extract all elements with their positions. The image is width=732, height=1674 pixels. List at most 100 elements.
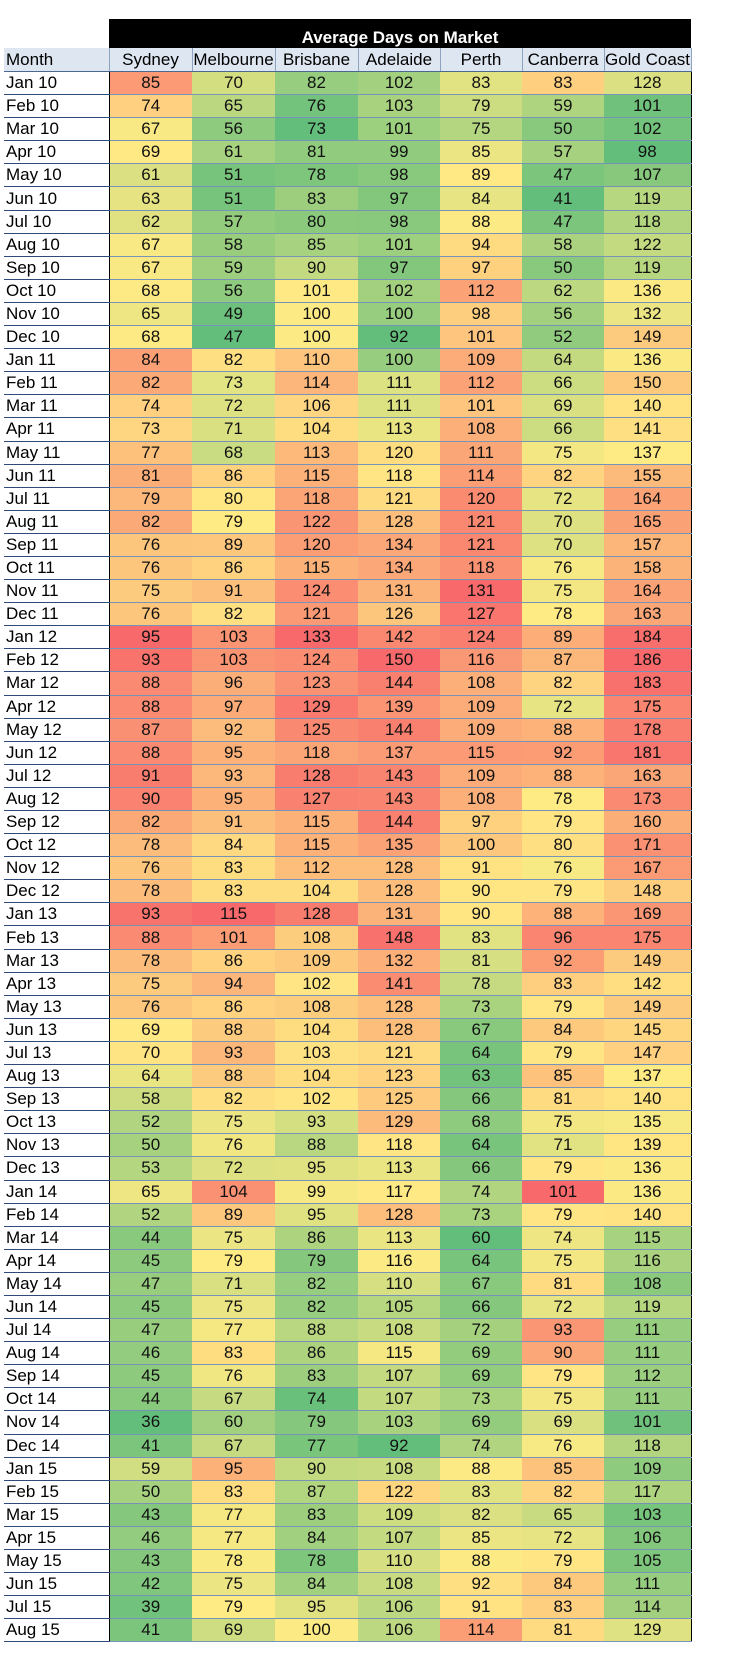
heatmap-cell: 57 — [522, 140, 604, 165]
heatmap-cell: 93 — [109, 902, 192, 927]
heatmap-cell: 66 — [522, 371, 604, 396]
table-row: Aug 11 82 79 122 128 121 70 165 — [4, 510, 692, 534]
heatmap-cell: 108 — [358, 1318, 440, 1343]
month-label: Apr 11 — [4, 417, 110, 442]
heatmap-cell: 121 — [275, 602, 358, 627]
heatmap-cell: 69 — [109, 1018, 192, 1042]
heatmap-cell: 163 — [604, 602, 692, 627]
month-label: Sep 14 — [4, 1364, 110, 1389]
heatmap-cell: 85 — [522, 1457, 604, 1481]
heatmap-cell: 47 — [522, 210, 604, 234]
table-row: Jul 11 79 80 118 121 120 72 164 — [4, 487, 692, 511]
table-row: Apr 10 69 61 81 99 85 57 98 — [4, 140, 692, 165]
heatmap-cell: 90 — [109, 787, 192, 812]
heatmap-cell: 64 — [440, 1133, 522, 1158]
table-row: Jan 11 84 82 110 100 109 64 136 — [4, 348, 692, 373]
month-label: Dec 14 — [4, 1434, 110, 1458]
heatmap-cell: 95 — [275, 1595, 358, 1620]
heatmap-cell: 112 — [275, 856, 358, 881]
heatmap-cell: 108 — [358, 1572, 440, 1597]
heatmap-cell: 149 — [604, 995, 692, 1019]
table-row: Feb 10 74 65 76 103 79 59 101 — [4, 94, 692, 119]
heatmap-cell: 56 — [192, 117, 275, 142]
heatmap-cell: 72 — [440, 1318, 522, 1343]
heatmap-cell: 47 — [192, 325, 275, 350]
month-label: Feb 10 — [4, 94, 110, 119]
heatmap-cell: 81 — [440, 949, 522, 973]
heatmap-cell: 84 — [522, 1018, 604, 1042]
month-label: Jun 11 — [4, 464, 110, 488]
heatmap-cell: 132 — [358, 949, 440, 973]
heatmap-cell: 140 — [604, 1203, 692, 1227]
heatmap-cell: 50 — [522, 256, 604, 280]
heatmap-cell: 120 — [440, 487, 522, 511]
month-label: Feb 13 — [4, 925, 110, 950]
heatmap-cell: 118 — [358, 464, 440, 488]
heatmap-cell: 100 — [440, 833, 522, 858]
heatmap-cell: 86 — [192, 556, 275, 581]
month-label: Jun 12 — [4, 741, 110, 765]
heatmap-cell: 114 — [604, 1595, 692, 1620]
heatmap-cell: 83 — [440, 925, 522, 950]
heatmap-cell: 94 — [440, 233, 522, 257]
heatmap-cell: 143 — [358, 764, 440, 788]
heatmap-cell: 108 — [440, 417, 522, 442]
heatmap-cell: 158 — [604, 556, 692, 581]
heatmap-cell: 106 — [358, 1595, 440, 1620]
heatmap-cell: 82 — [275, 1295, 358, 1320]
heatmap-cell: 100 — [358, 348, 440, 373]
heatmap-cell: 77 — [109, 441, 192, 465]
heatmap-cell: 95 — [192, 1457, 275, 1481]
month-label: Feb 14 — [4, 1203, 110, 1227]
heatmap-cell: 143 — [358, 787, 440, 812]
heatmap-cell: 90 — [440, 879, 522, 904]
heatmap-cell: 75 — [522, 579, 604, 604]
heatmap-cell: 79 — [275, 1410, 358, 1435]
heatmap-cell: 84 — [522, 1572, 604, 1597]
heatmap-cell: 78 — [109, 879, 192, 904]
heatmap-cell: 109 — [440, 695, 522, 719]
heatmap-cell: 67 — [109, 117, 192, 142]
month-label: Dec 10 — [4, 325, 110, 350]
heatmap-cell: 95 — [109, 625, 192, 650]
heatmap-cell: 103 — [604, 1503, 692, 1527]
month-label: Mar 14 — [4, 1226, 110, 1250]
heatmap-cell: 85 — [440, 140, 522, 165]
heatmap-cell: 107 — [358, 1364, 440, 1389]
heatmap-cell: 82 — [109, 810, 192, 835]
heatmap-cell: 96 — [192, 671, 275, 696]
heatmap-cell: 109 — [275, 949, 358, 973]
heatmap-cell: 69 — [192, 1618, 275, 1643]
heatmap-cell: 90 — [440, 902, 522, 927]
month-label: Mar 11 — [4, 394, 110, 419]
month-label: Sep 13 — [4, 1087, 110, 1112]
table-row: Sep 13 58 82 102 125 66 81 140 — [4, 1087, 692, 1112]
heatmap-cell: 93 — [109, 648, 192, 673]
heatmap-cell: 128 — [358, 879, 440, 904]
heatmap-cell: 169 — [604, 902, 692, 927]
heatmap-cell: 68 — [109, 325, 192, 350]
heatmap-cell: 41 — [109, 1434, 192, 1458]
heatmap-cell: 118 — [275, 487, 358, 511]
heatmap-cell: 67 — [192, 1434, 275, 1458]
heatmap-cell: 78 — [440, 972, 522, 996]
heatmap-cell: 136 — [604, 1156, 692, 1181]
heatmap-cell: 64 — [522, 348, 604, 373]
month-label: Aug 12 — [4, 787, 110, 812]
heatmap-cell: 103 — [358, 1410, 440, 1435]
table-row: Mar 14 44 75 86 113 60 74 115 — [4, 1226, 692, 1250]
heatmap-cell: 141 — [604, 417, 692, 442]
month-label: Aug 14 — [4, 1341, 110, 1366]
heatmap-cell: 100 — [358, 302, 440, 327]
heatmap-cell: 77 — [192, 1318, 275, 1343]
heatmap-cell: 126 — [358, 602, 440, 627]
heatmap-cell: 92 — [522, 949, 604, 973]
heatmap-cell: 52 — [522, 325, 604, 350]
heatmap-cell: 79 — [275, 1249, 358, 1273]
heatmap-cell: 62 — [522, 279, 604, 303]
heatmap-cell: 79 — [192, 510, 275, 534]
heatmap-cell: 109 — [358, 1503, 440, 1527]
heatmap-cell: 79 — [192, 1249, 275, 1273]
heatmap-cell: 111 — [604, 1387, 692, 1412]
heatmap-cell: 84 — [440, 186, 522, 211]
